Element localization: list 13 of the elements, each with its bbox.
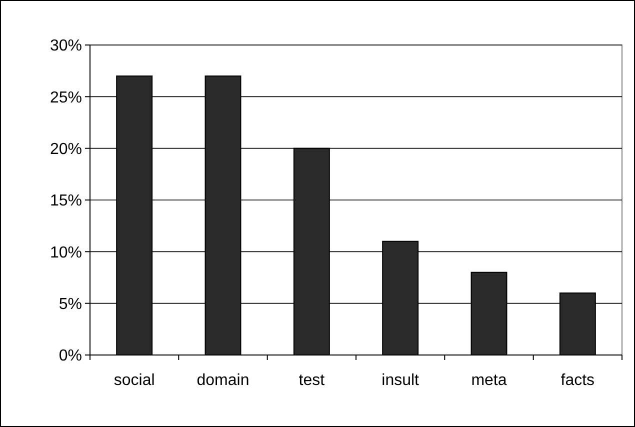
y-tick-label: 0%: [58, 348, 82, 365]
x-tick-label: domain: [196, 372, 250, 389]
y-tick-label: 20%: [50, 140, 82, 158]
y-tick-label: 25%: [50, 89, 82, 106]
x-tick-label: test: [298, 372, 326, 389]
y-tick-label: 15%: [50, 192, 82, 210]
x-tick-label: insult: [382, 372, 420, 389]
x-tick-label: social: [114, 372, 155, 389]
x-tick-label: meta: [471, 372, 507, 389]
x-tick-label: facts: [560, 372, 595, 389]
y-tick-label: 30%: [50, 38, 82, 55]
y-tick-label: 5%: [58, 296, 82, 313]
y-tick-label: 10%: [50, 244, 82, 262]
